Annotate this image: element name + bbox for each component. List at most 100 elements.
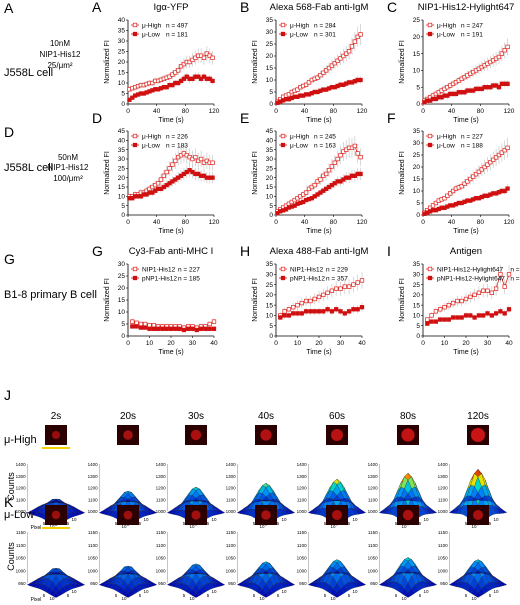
- y-tick-label: 5: [121, 91, 125, 98]
- x-tick-label: 0: [126, 340, 130, 347]
- pixel-tick-label: 5: [67, 593, 70, 598]
- data-point: [170, 162, 175, 167]
- panel-letter-i: I: [387, 243, 391, 259]
- z-tick-label: 1050: [438, 556, 449, 561]
- data-point: [493, 155, 499, 160]
- legend-n: n = 301: [314, 31, 336, 38]
- data-point: [329, 288, 335, 293]
- data-point: [473, 172, 479, 177]
- z-tick-label: 1300: [297, 474, 308, 479]
- pixel-tick-label: 5: [139, 593, 142, 598]
- data-point: [295, 311, 300, 316]
- z-tick-label: 1000: [16, 509, 27, 514]
- pixel-tick-label: 10: [189, 524, 195, 529]
- x-tick-label: 40: [210, 340, 218, 347]
- data-point: [425, 317, 430, 322]
- legend-n: n = 226: [166, 133, 188, 140]
- data-point: [324, 68, 329, 73]
- x-axis-label: Time (s): [158, 228, 183, 235]
- data-point: [176, 68, 181, 73]
- z-tick-label: 1100: [226, 543, 236, 548]
- data-point: [138, 325, 144, 330]
- y-tick-label: 40: [118, 138, 126, 145]
- data-point: [505, 145, 510, 150]
- x-tick-label: 80: [330, 219, 338, 226]
- z-tick-label: 1200: [297, 486, 308, 491]
- surface-patch: [499, 509, 508, 514]
- y-tick-label: 15: [266, 184, 274, 191]
- data-point: [338, 153, 343, 158]
- data-point: [134, 324, 139, 329]
- y-tick-label: 20: [266, 292, 274, 299]
- series-open: μ-High n = 247: [422, 22, 510, 104]
- pixel-tick-label: 10: [493, 589, 499, 594]
- legend-marker: [280, 275, 286, 281]
- legend-label: μ-Low: [142, 31, 160, 38]
- surface-patch: [217, 582, 226, 587]
- y-tick-label: 35: [413, 261, 421, 268]
- x-tick-label: 120: [209, 219, 220, 226]
- chart-panel-e: E 0 5 10 15 20 25 30 35 40 45 0 40 80 120 Time (s) Norma…: [240, 110, 368, 235]
- z-tick-label: 1300: [438, 474, 449, 479]
- z-tick-label: 1400: [368, 462, 379, 467]
- y-tick-label: 10: [413, 68, 421, 75]
- data-point: [498, 309, 503, 314]
- x-tick-label: 0: [126, 108, 130, 115]
- pixel-tick-label: 5: [67, 521, 70, 526]
- surface-patch: [287, 510, 296, 514]
- z-tick-label: 1400: [226, 462, 237, 467]
- data-point: [210, 175, 215, 180]
- legend-marker: [427, 142, 433, 148]
- x-tick-label: 120: [504, 219, 515, 226]
- z-tick-label: 1000: [297, 568, 308, 573]
- series-open: NIP1-His12-Hylight647 n = 151: [425, 265, 520, 323]
- y-tick-label: 30: [266, 29, 274, 36]
- y-tick-label: 10: [413, 188, 421, 195]
- pixel-tick-label: 5: [277, 593, 280, 598]
- y-axis-label: Normalized FI: [252, 278, 259, 322]
- data-point: [499, 51, 504, 56]
- panel-letter-a: A: [4, 0, 14, 16]
- z-tick-label: 950: [370, 581, 378, 586]
- data-point: [358, 171, 363, 177]
- y-tick-label: 40: [118, 17, 126, 24]
- pixel-axis-label: Pixel: [31, 525, 42, 531]
- series-filled: pNP1-His12 n = 185: [130, 275, 217, 333]
- data-point: [346, 49, 352, 54]
- data-point: [476, 313, 482, 318]
- surface-patch: [358, 510, 367, 514]
- data-point: [342, 311, 347, 316]
- legend-n: n = 245: [314, 133, 336, 140]
- pixel-tick-label: 5: [207, 521, 210, 526]
- pixel-tick-label: 5: [207, 593, 210, 598]
- data-point: [303, 309, 309, 314]
- z-tick-label: 1000: [88, 568, 99, 573]
- y-tick-label: 30: [118, 261, 126, 268]
- data-point: [198, 156, 204, 162]
- x-tick-label: 30: [337, 340, 345, 347]
- surface-patch: [499, 582, 508, 586]
- z-tick-label: 1050: [297, 556, 308, 561]
- x-axis-label: Time (s): [306, 349, 331, 356]
- y-tick-label: 25: [118, 49, 126, 56]
- z-tick-label: 1200: [16, 486, 27, 491]
- y-tick-label: 25: [413, 17, 421, 24]
- data-point: [168, 326, 174, 331]
- timepoint-label: 80s: [400, 411, 416, 422]
- y-tick-label: 25: [266, 166, 274, 173]
- y-tick-label: 35: [118, 28, 126, 35]
- data-point: [334, 286, 339, 291]
- y-tick-label: 35: [266, 261, 274, 268]
- y-tick-label: 10: [118, 80, 126, 87]
- legend-marker: [427, 133, 433, 139]
- pixel-tick-label: 10: [143, 517, 149, 522]
- chart-panel-c: C NIP1-His12-Hylight647 0 5 10 15 20 25 0 40 80 120…: [387, 0, 515, 124]
- data-point: [459, 298, 464, 304]
- fluorescence-spot: [52, 431, 60, 439]
- data-point: [442, 196, 447, 201]
- data-point: [433, 200, 439, 206]
- data-point: [493, 286, 499, 291]
- y-tick-label: 30: [118, 38, 126, 45]
- x-tick-label: 80: [477, 108, 485, 115]
